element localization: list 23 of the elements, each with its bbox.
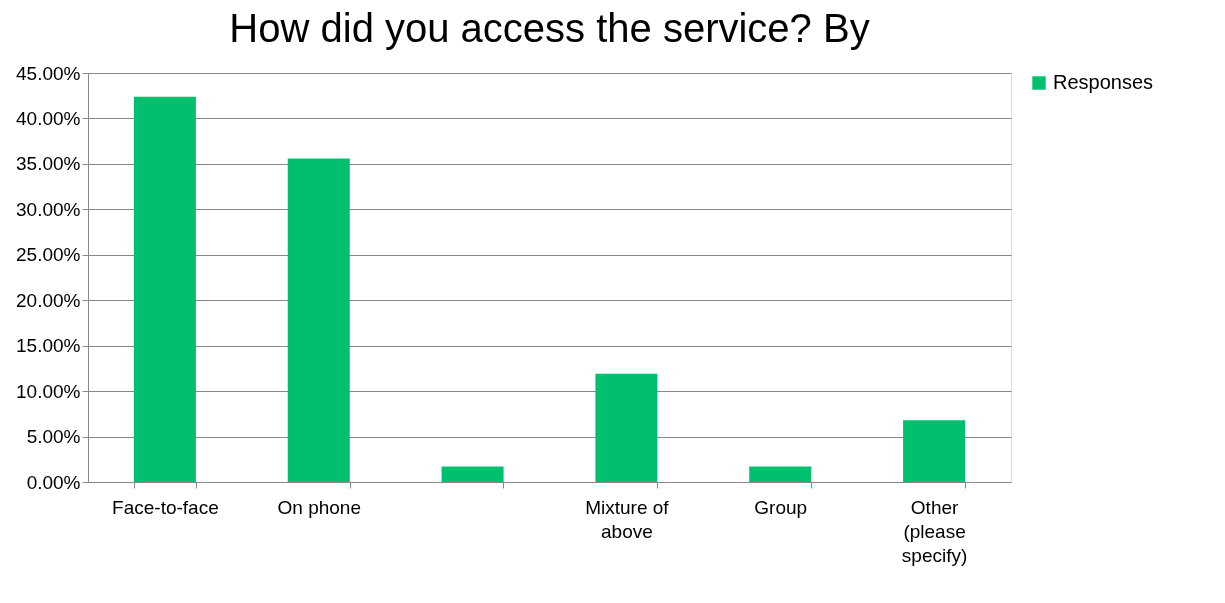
y-tick-label: 0.00% — [26, 471, 81, 493]
x-tick-label: Mixture of above — [585, 496, 670, 542]
y-tick-label: 30.00% — [16, 198, 81, 220]
y-tick-label: 15.00% — [16, 335, 81, 357]
chart-title: How did you access the service? By — [229, 6, 870, 50]
bar — [903, 420, 966, 482]
legend-label: Responses — [1053, 71, 1154, 93]
y-tick-label: 40.00% — [16, 107, 81, 129]
x-tick-label: Group — [754, 496, 808, 518]
bar — [133, 96, 196, 482]
x-tick-label: Other (please specify) — [901, 496, 968, 566]
y-tick-label: 10.00% — [16, 380, 81, 402]
y-tick-label: 20.00% — [16, 289, 81, 311]
x-tick-label: Face-to-face — [112, 496, 219, 518]
bar — [287, 158, 350, 482]
y-tick-label: 25.00% — [16, 244, 81, 266]
x-tick-label: On phone — [277, 496, 361, 518]
y-tick-label: 35.00% — [16, 153, 81, 175]
bar — [749, 466, 812, 482]
y-tick-label: 5.00% — [26, 426, 81, 448]
bar — [595, 373, 658, 482]
y-tick-label: 45.00% — [16, 62, 81, 84]
bar — [441, 466, 504, 482]
